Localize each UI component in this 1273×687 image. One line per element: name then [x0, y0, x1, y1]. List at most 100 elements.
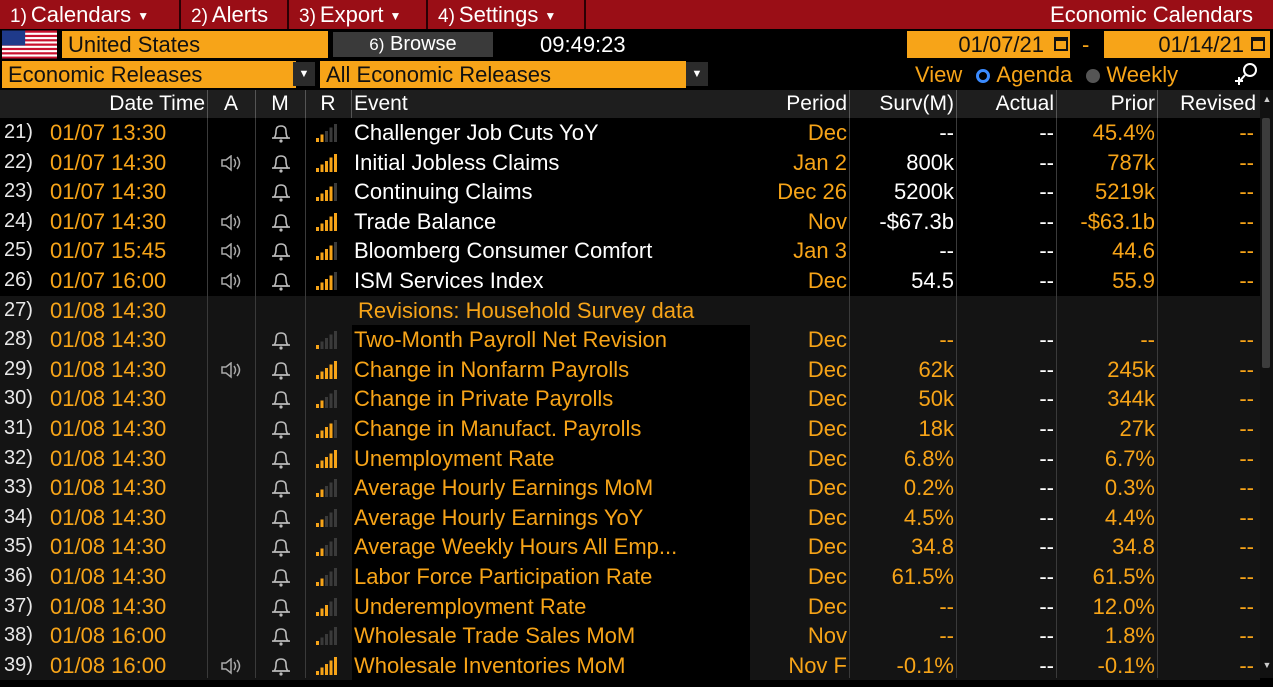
row-number[interactable]: 39) — [4, 653, 33, 676]
row-event[interactable]: Labor Force Participation Rate — [352, 562, 750, 592]
date-to-field[interactable]: 01/14/21 — [1104, 31, 1270, 58]
row-event[interactable]: Two-Month Payroll Net Revision — [352, 325, 750, 355]
speaker-icon[interactable] — [220, 243, 244, 273]
row-number[interactable]: 29) — [4, 357, 33, 380]
scrollbar-thumb[interactable] — [1262, 118, 1270, 368]
bell-icon[interactable] — [270, 123, 292, 153]
bell-icon[interactable] — [270, 567, 292, 597]
category-dropdown[interactable]: Economic Releases — [2, 61, 296, 88]
header-period[interactable]: Period — [786, 92, 847, 115]
row-event[interactable]: Bloomberg Consumer Comfort — [352, 236, 750, 266]
search-plus-icon[interactable] — [1234, 62, 1260, 86]
header-prior[interactable]: Prior — [1110, 92, 1155, 115]
bell-icon[interactable] — [270, 508, 292, 538]
view-option-agenda[interactable]: Agenda — [996, 62, 1073, 87]
row-event[interactable]: Change in Private Payrolls — [352, 384, 750, 414]
row-event[interactable]: Unemployment Rate — [352, 443, 750, 474]
table-row[interactable]: 28) 01/08 14:30 Two-Month Payroll Net Revi… — [0, 325, 1260, 355]
bell-icon[interactable] — [270, 597, 292, 627]
row-number[interactable]: 22) — [4, 150, 33, 173]
header-surv[interactable]: Surv(M) — [879, 92, 954, 115]
table-row[interactable]: 27) 01/08 14:30 Revisions: Household Surve… — [0, 295, 1260, 326]
bell-icon[interactable] — [270, 241, 292, 271]
row-number[interactable]: 36) — [4, 565, 33, 587]
menu-export[interactable]: 3) Export ▼ — [289, 0, 428, 29]
row-number[interactable]: 38) — [4, 624, 33, 647]
row-event[interactable]: Challenger Job Cuts YoY — [352, 118, 750, 148]
row-number[interactable]: 26) — [4, 269, 33, 291]
calendar-icon[interactable] — [1054, 37, 1068, 51]
row-event[interactable]: Average Weekly Hours All Emp... — [352, 532, 750, 562]
row-event[interactable]: Revisions: Household Survey data — [358, 297, 695, 323]
row-event[interactable]: Wholesale Inventories MoM — [352, 650, 750, 681]
bell-icon[interactable] — [270, 537, 292, 567]
bell-icon[interactable] — [270, 389, 292, 419]
header-a[interactable]: A — [223, 92, 238, 115]
view-option-weekly[interactable]: Weekly — [1106, 62, 1179, 87]
row-number[interactable]: 35) — [4, 535, 33, 558]
bell-icon[interactable] — [270, 626, 292, 656]
table-row[interactable]: 34) 01/08 14:30 Average Hourly Earnings Yo… — [0, 502, 1260, 533]
scroll-down-icon[interactable]: ▼ — [1262, 660, 1272, 670]
row-number[interactable]: 27) — [4, 298, 33, 321]
bell-icon[interactable] — [270, 449, 292, 479]
table-row[interactable]: 35) 01/08 14:30 Average Weekly Hours All E… — [0, 532, 1260, 562]
table-row[interactable]: 32) 01/08 14:30 Unemployment Rate Dec 6.8% --… — [0, 443, 1260, 474]
row-number[interactable]: 37) — [4, 594, 33, 617]
table-row[interactable]: 23) 01/07 14:30 Continuing Claims Dec 26 520… — [0, 177, 1260, 207]
speaker-icon[interactable] — [220, 213, 244, 244]
row-number[interactable]: 23) — [4, 180, 33, 203]
header-event[interactable]: Event — [354, 92, 408, 115]
table-row[interactable]: 30) 01/08 14:30 Change in Private Payrolls… — [0, 384, 1260, 414]
table-row[interactable]: 31) 01/08 14:30 Change in Manufact. Payrol… — [0, 414, 1260, 444]
header-actual[interactable]: Actual — [995, 92, 1054, 115]
row-number[interactable]: 31) — [4, 417, 33, 439]
country-field[interactable]: United States — [62, 31, 328, 58]
row-number[interactable]: 24) — [4, 209, 33, 232]
row-event[interactable]: Average Hourly Earnings YoY — [352, 502, 750, 533]
table-row[interactable]: 38) 01/08 16:00 Wholesale Trade Sales MoM N… — [0, 621, 1260, 651]
table-row[interactable]: 22) 01/07 14:30 Initial Jobless Claims Jan … — [0, 147, 1260, 178]
row-event[interactable]: Change in Nonfarm Payrolls — [352, 354, 750, 385]
row-number[interactable]: 33) — [4, 476, 33, 499]
table-row[interactable]: 25) 01/07 15:45 Bloomberg Consumer Comfort… — [0, 236, 1260, 266]
bell-icon[interactable] — [270, 360, 292, 390]
header-datetime[interactable]: Date Time — [109, 92, 205, 115]
radio-selected-icon[interactable] — [976, 69, 991, 83]
header-m[interactable]: M — [271, 92, 289, 115]
date-from-field[interactable]: 01/07/21 — [907, 31, 1070, 58]
row-number[interactable]: 28) — [4, 328, 33, 351]
table-row[interactable]: 36) 01/08 14:30 Labor Force Participation … — [0, 562, 1260, 592]
menu-settings[interactable]: 4) Settings ▼ — [428, 0, 586, 29]
speaker-icon[interactable] — [220, 273, 244, 303]
menu-alerts[interactable]: 2) Alerts — [181, 0, 289, 29]
row-event[interactable]: Underemployment Rate — [352, 591, 750, 622]
bell-icon[interactable] — [270, 271, 292, 301]
chevron-down-icon[interactable]: ▼ — [686, 62, 708, 86]
row-number[interactable]: 25) — [4, 239, 33, 262]
bell-icon[interactable] — [270, 478, 292, 508]
speaker-icon[interactable] — [220, 657, 244, 687]
subcategory-dropdown[interactable]: All Economic Releases — [320, 61, 686, 88]
table-row[interactable]: 37) 01/08 14:30 Underemployment Rate Dec -- -… — [0, 591, 1260, 622]
row-event[interactable]: Change in Manufact. Payrolls — [352, 414, 750, 444]
calendar-icon[interactable] — [1251, 37, 1265, 51]
speaker-icon[interactable] — [220, 154, 244, 185]
row-number[interactable]: 21) — [4, 121, 33, 143]
row-event[interactable]: Wholesale Trade Sales MoM — [352, 621, 750, 651]
table-row[interactable]: 21) 01/07 13:30 Challenger Job Cuts YoY Dec… — [0, 118, 1260, 148]
row-event[interactable]: Trade Balance — [352, 206, 750, 237]
bell-icon[interactable] — [270, 656, 292, 686]
table-row[interactable]: 24) 01/07 14:30 Trade Balance Nov -$67.3b -- -… — [0, 206, 1260, 237]
speaker-icon[interactable] — [220, 361, 244, 392]
table-row[interactable]: 39) 01/08 16:00 Wholesale Inventories MoM N… — [0, 650, 1260, 681]
table-row[interactable]: 33) 01/08 14:30 Average Hourly Earnings Mo… — [0, 473, 1260, 503]
row-number[interactable]: 30) — [4, 387, 33, 410]
menu-calendars[interactable]: 1) Calendars ▼ — [0, 0, 181, 29]
browse-button[interactable]: 6) Browse — [333, 32, 493, 57]
radio-unselected-icon[interactable] — [1086, 69, 1101, 83]
header-r[interactable]: R — [320, 92, 336, 115]
chevron-down-icon[interactable]: ▼ — [293, 62, 315, 86]
row-event[interactable]: Initial Jobless Claims — [352, 147, 750, 178]
row-event[interactable]: ISM Services Index — [352, 266, 750, 296]
